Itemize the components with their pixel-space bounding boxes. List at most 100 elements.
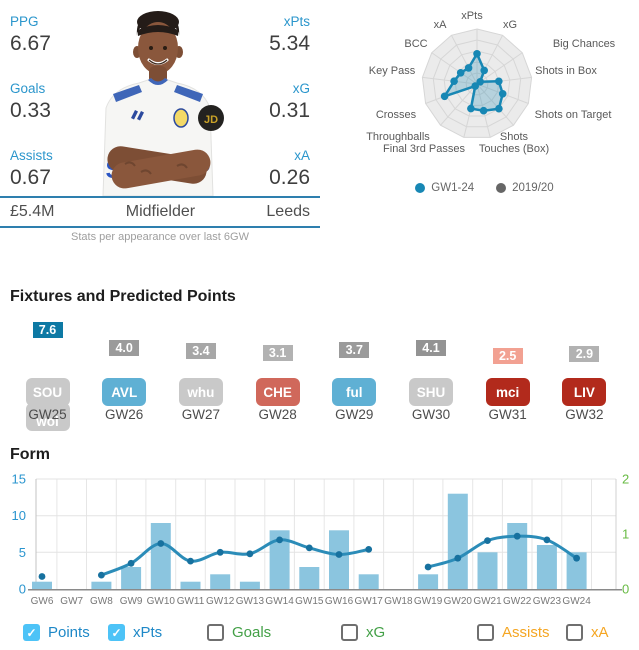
xpts-point [365, 546, 373, 553]
checkbox-points[interactable]: ✓ Points [23, 624, 90, 641]
fixture-column-gw26: 4.0 AVL GW26 [86, 318, 162, 445]
x-axis-label: GW8 [90, 596, 113, 607]
fixture-opponent-box: mci [485, 378, 530, 406]
checkbox-unchecked-icon[interactable] [207, 624, 224, 641]
x-axis-label: GW10 [147, 596, 176, 607]
predicted-points-badge: 2.9 [569, 346, 600, 362]
legend-dot-icon [415, 183, 426, 193]
fixture-gw-label: GW31 [488, 407, 527, 422]
stat-label: xPts [283, 14, 310, 29]
stat-ppg: PPG 6.67 [10, 14, 51, 56]
checkbox-xpts[interactable]: ✓ xPts [108, 624, 162, 641]
checkbox-xg[interactable]: xG [341, 624, 385, 641]
radar-point [464, 64, 473, 72]
fixture-opponent-box: CHE [255, 378, 300, 406]
legend-dot-icon [496, 183, 507, 193]
radar-axis-label: xPts [461, 10, 483, 22]
fixture-column-gw30: 4.1 SHU GW30 [393, 318, 469, 445]
checkbox-label: xPts [133, 624, 163, 641]
x-axis-label: GW16 [325, 596, 354, 607]
stat-xa: xA 0.26 [269, 148, 310, 190]
fixture-gw-label: GW28 [258, 407, 297, 422]
radar-axis-label: xA [434, 19, 448, 31]
radar-axis-label: Final 3rd Passes [383, 143, 465, 155]
stat-assists: Assists 0.67 [10, 148, 53, 190]
checkbox-unchecked-icon[interactable] [566, 624, 583, 641]
fixtures-row: 7.6 SOU wol GW25 4.0 AVL GW26 3.4 whu GW27 3.1 CHE G… [0, 318, 639, 445]
radar-axis-label: BCC [404, 38, 427, 50]
checkbox-xa[interactable]: xA [566, 624, 609, 641]
radar-point [495, 104, 503, 113]
checkbox-checked-icon[interactable]: ✓ [23, 624, 40, 641]
fixture-column-gw28: 3.1 CHE GW28 [240, 318, 316, 445]
form-bar-gw13 [239, 581, 260, 589]
fixture-opponent-box: wol [25, 403, 70, 431]
stat-value: 5.34 [269, 32, 310, 55]
radar-axis-label: Key Pass [369, 65, 416, 77]
radar-point [476, 78, 484, 86]
radar-spoke [450, 35, 478, 85]
radar-spoke [422, 76, 478, 85]
form-bar-gw6 [32, 581, 52, 589]
svg-text:JD: JD [204, 114, 218, 126]
stat-value: 6.67 [10, 32, 51, 55]
radar-legend-item[interactable]: 2019/20 [496, 182, 554, 194]
left-axis-tick: 15 [12, 472, 26, 487]
xpts-point [335, 551, 343, 558]
checkbox-goals[interactable]: Goals [207, 624, 271, 641]
checkbox-checked-icon[interactable]: ✓ [108, 624, 125, 641]
x-axis-label: GW14 [265, 596, 294, 607]
x-axis-label: GW17 [355, 596, 384, 607]
stat-label: xG [292, 81, 310, 96]
left-axis-tick: 0 [19, 582, 26, 597]
player-photo: SBOTOP JD [85, 6, 235, 196]
predicted-points-badge: 3.1 [262, 345, 293, 361]
x-axis-label: GW19 [414, 596, 443, 607]
fixture-gw-label: GW25 [28, 407, 67, 422]
xpts-point [513, 532, 521, 540]
xpts-point [98, 571, 105, 579]
xpts-point [246, 550, 254, 558]
player-summary-panel: PPG 6.67 Goals 0.33 Assists 0.67 xPts 5.… [0, 0, 320, 250]
checkbox-unchecked-icon[interactable] [477, 624, 494, 641]
form-bar-gw19 [418, 574, 439, 589]
fixture-opponent-box: ful [332, 378, 377, 406]
stat-value: 0.26 [269, 166, 310, 189]
predicted-points-badge: 3.4 [185, 343, 216, 359]
checkbox-label: xA [591, 624, 609, 641]
xpts-point [276, 536, 283, 544]
xpts-point [424, 563, 432, 571]
radar-legend-item[interactable]: GW1-24 [415, 182, 474, 194]
radar-axis-label: Touches (Box) [479, 143, 549, 155]
checkbox-label: Assists [502, 624, 550, 641]
radar-point [440, 92, 449, 101]
radar-spoke [476, 76, 532, 85]
x-axis-label: GW21 [473, 596, 502, 607]
series-toggle-row: ✓ Points ✓ xPts Goals xG Assists xA [0, 624, 639, 650]
fixture-gw-label: GW29 [335, 407, 374, 422]
form-title: Form [10, 446, 50, 463]
x-axis-label: GW7 [60, 596, 83, 607]
x-axis-label: GW11 [177, 596, 205, 607]
radar-spoke [476, 52, 523, 85]
radar-axis-label: Shots [500, 131, 529, 143]
stat-value: 0.31 [269, 99, 310, 122]
radar-legend: GW1-24 2019/20 [330, 182, 639, 194]
stat-value: 0.33 [10, 99, 51, 122]
form-bar-gw12 [210, 574, 231, 589]
fixture-column-gw31: 2.5 mci GW31 [470, 318, 546, 445]
fixture-opponent-box: AVL [102, 378, 147, 406]
xpts-point [187, 557, 194, 565]
radar-spoke [440, 83, 478, 126]
checkbox-assists[interactable]: Assists [477, 624, 550, 641]
stat-label: Assists [10, 148, 53, 163]
x-axis-label: GW22 [503, 596, 532, 607]
form-bar-gw9 [121, 567, 142, 589]
fixture-opponent-box: LIV [562, 378, 607, 406]
x-axis-label: GW6 [31, 596, 54, 607]
form-bar-gw17 [358, 574, 379, 589]
x-axis-label: GW9 [120, 596, 143, 607]
player-team: Leeds [266, 203, 310, 220]
checkbox-unchecked-icon[interactable] [341, 624, 358, 641]
xpts-line [99, 538, 371, 577]
